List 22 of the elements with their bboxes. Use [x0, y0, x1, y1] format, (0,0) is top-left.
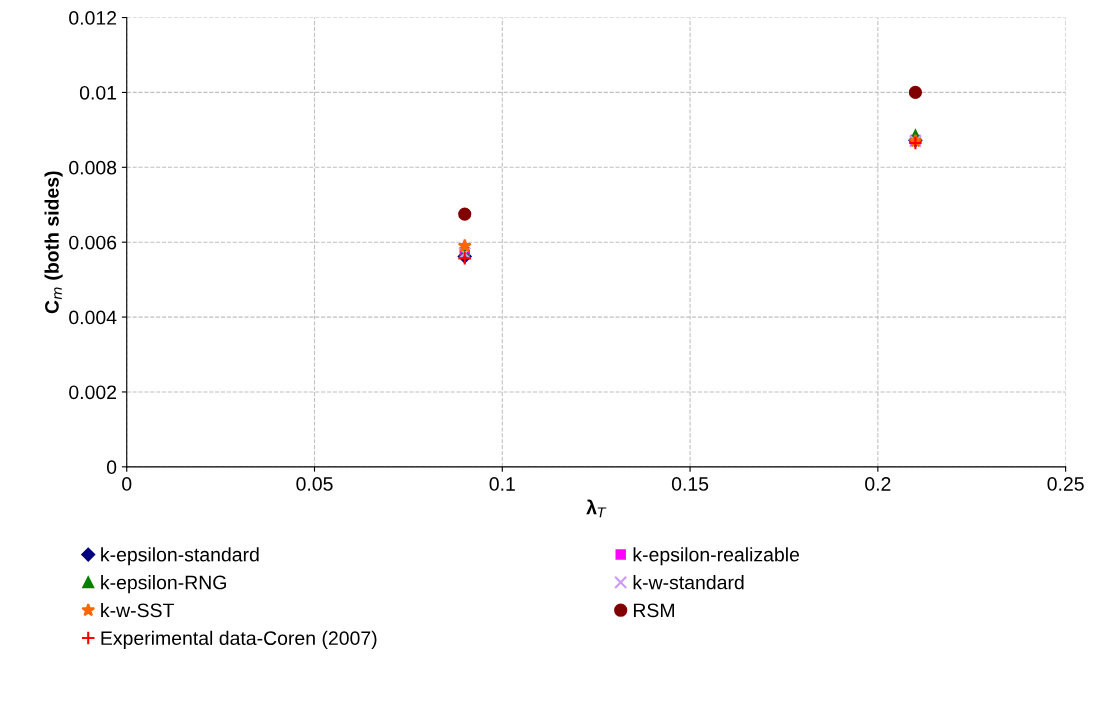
x-tick-label: 0.1 [489, 477, 515, 491]
legend-label: RSM [633, 603, 674, 618]
y-tick-label: 0.012 [69, 11, 117, 25]
x-tick-label: 0.15 [671, 477, 709, 491]
y-tick-label: 0.008 [69, 160, 117, 175]
y-tick-label: 0.006 [69, 235, 117, 250]
y-tick-label: 0.01 [79, 85, 117, 100]
x-tick-label: 0 [122, 477, 132, 491]
y-tick-label: 0.004 [69, 310, 117, 325]
legend-label: k-epsilon-realizable [633, 547, 800, 566]
legend-label: k-epsilon-standard [101, 547, 259, 566]
legend-label: k-epsilon-RNG [101, 575, 226, 594]
x-axis-title: λ$_{T}$ [586, 499, 607, 518]
legend-label: k-w-SST [101, 602, 174, 618]
x-tick-label: 0.25 [1047, 477, 1084, 491]
x-tick-label: 0.2 [865, 477, 891, 491]
y-tick-label: 0.002 [69, 385, 117, 400]
y-axis-title: C$_{m}$ (both sides) [44, 171, 63, 314]
legend-label: k-w-standard [633, 575, 744, 590]
y-tick-label: 0 [106, 460, 117, 475]
legend-label: Experimental data-Coren (2007) [101, 630, 377, 649]
x-tick-label: 0.05 [296, 477, 333, 491]
